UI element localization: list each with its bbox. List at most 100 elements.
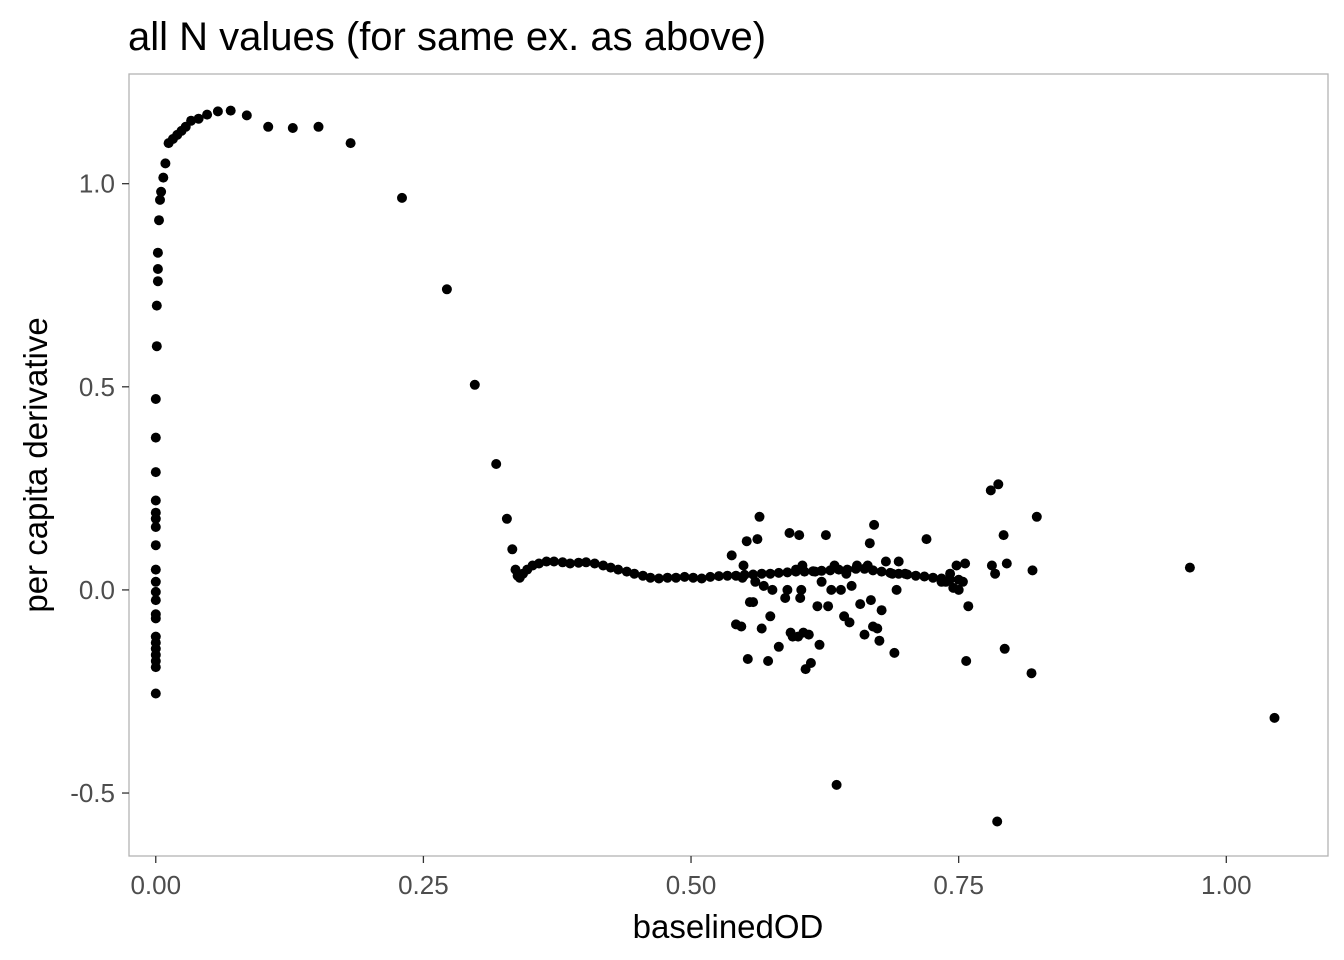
y-axis-title: per capita derivative: [17, 317, 54, 612]
data-point: [889, 647, 900, 658]
data-point: [541, 556, 552, 567]
data-point: [150, 576, 161, 587]
data-point: [501, 513, 512, 524]
data-point: [637, 570, 648, 581]
data-point: [765, 611, 776, 622]
x-tick-label: 0.75: [933, 870, 984, 900]
data-point: [705, 571, 716, 582]
x-tick-label: 0.25: [398, 870, 449, 900]
data-point: [859, 629, 870, 640]
data-point: [212, 106, 223, 117]
data-point: [202, 109, 213, 120]
data-point: [152, 264, 163, 274]
data-point: [150, 688, 161, 699]
data-point: [831, 779, 842, 790]
data-point: [507, 544, 518, 555]
data-point: [756, 568, 767, 579]
data-point: [862, 560, 873, 571]
data-point: [985, 485, 996, 496]
data-point: [313, 121, 324, 132]
data-point: [671, 572, 681, 583]
data-point: [621, 566, 632, 577]
data-point: [565, 558, 576, 569]
data-point: [963, 601, 974, 612]
data-point: [688, 572, 699, 583]
y-tick-label: 0.0: [79, 575, 115, 605]
data-point: [953, 584, 964, 595]
points-layer: [150, 105, 1280, 827]
data-point: [940, 576, 951, 587]
data-point: [1031, 511, 1042, 522]
data-point: [741, 536, 752, 547]
data-point: [803, 629, 814, 640]
data-point: [605, 562, 616, 573]
data-point: [722, 570, 733, 581]
data-point: [150, 586, 161, 597]
data-point: [287, 123, 298, 133]
data-point: [150, 432, 161, 443]
data-point: [629, 568, 640, 579]
data-point: [765, 568, 776, 579]
y-tick-label: 1.0: [79, 169, 115, 199]
data-point: [782, 584, 793, 595]
data-point: [158, 172, 169, 183]
data-point: [589, 558, 600, 569]
data-point: [891, 584, 902, 595]
data-point: [900, 568, 911, 579]
data-point: [823, 601, 834, 612]
data-point: [795, 593, 806, 603]
x-tick-label: 0.00: [130, 870, 181, 900]
data-point: [491, 459, 502, 469]
data-point: [160, 158, 171, 169]
data-point: [1184, 562, 1195, 573]
data-point: [763, 656, 774, 666]
data-point: [150, 495, 161, 506]
data-point: [999, 643, 1010, 654]
data-point: [653, 573, 664, 584]
data-point: [186, 115, 197, 126]
data-point: [662, 572, 673, 583]
data-point: [805, 658, 816, 668]
data-point: [773, 567, 784, 578]
data-point: [150, 595, 161, 606]
data-point: [852, 560, 862, 571]
y-axis: -0.5 0.0 0.5 1.0: [70, 169, 129, 808]
data-point: [816, 576, 827, 587]
data-point: [864, 538, 875, 549]
data-point: [758, 580, 769, 591]
data-point: [750, 576, 761, 587]
data-point: [713, 571, 724, 582]
data-point: [150, 609, 161, 620]
data-point: [835, 584, 846, 595]
data-point: [794, 530, 805, 541]
chart-title: all N values (for same ex. as above): [128, 15, 766, 59]
data-point: [549, 556, 559, 567]
x-axis-title: baselinedOD: [633, 908, 824, 945]
data-point: [696, 573, 707, 584]
data-point: [961, 656, 972, 666]
data-point: [263, 121, 274, 132]
data-point: [151, 300, 162, 311]
data-point: [874, 635, 885, 646]
data-point: [910, 570, 921, 581]
data-point: [645, 572, 656, 583]
data-point: [826, 584, 837, 595]
data-point: [951, 560, 962, 571]
data-point: [581, 557, 592, 568]
data-point: [156, 186, 167, 197]
data-point: [992, 816, 1003, 827]
data-point: [193, 113, 204, 124]
data-point: [812, 601, 823, 612]
data-point: [928, 572, 938, 583]
x-tick-label: 1.00: [1201, 870, 1252, 900]
data-point: [154, 215, 164, 226]
data-point: [887, 568, 898, 579]
data-point: [957, 576, 968, 587]
data-point: [780, 593, 791, 603]
data-point: [150, 507, 161, 518]
data-point: [397, 192, 407, 203]
data-point: [880, 556, 891, 567]
data-point: [773, 641, 784, 652]
data-point: [738, 560, 749, 571]
data-point: [893, 556, 904, 567]
